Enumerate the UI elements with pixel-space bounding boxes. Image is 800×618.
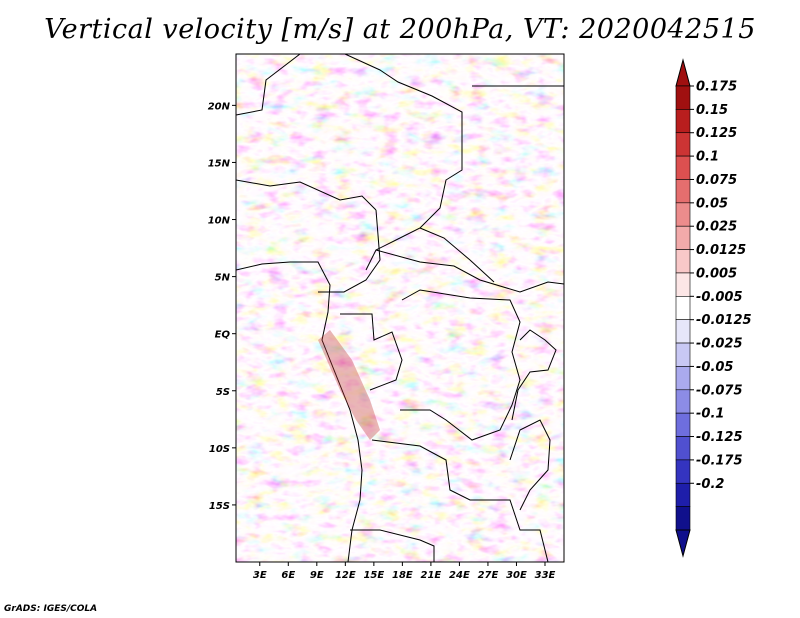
- x-tick-label: 24E: [449, 570, 470, 581]
- colorbar-label: 0.15: [696, 103, 728, 118]
- colorbar-swatch: [675, 436, 691, 461]
- colorbar-swatch: [675, 319, 691, 344]
- x-tick-label: 18E: [392, 570, 413, 581]
- colorbar-swatch: [675, 109, 691, 134]
- credit-text: GrADS: IGES/COLA: [4, 604, 98, 614]
- colorbar-label: -0.025: [696, 337, 743, 352]
- colorbar-label: -0.0125: [696, 313, 752, 328]
- x-tick-label: 6E: [281, 570, 295, 581]
- x-tick-label: 9E: [310, 570, 324, 581]
- x-tick-label: 27E: [478, 570, 499, 581]
- colorbar-label: 0.0125: [696, 243, 746, 258]
- colorbar-swatch: [675, 296, 691, 320]
- colorbar-swatch: [675, 155, 691, 180]
- y-axis: 20N 15N 10N 5N EQ 5S 10S 15S: [208, 101, 236, 512]
- colorbar-swatch: [675, 459, 691, 484]
- colorbar-swatch: [675, 272, 691, 297]
- colorbar-label: -0.1: [696, 407, 724, 422]
- colorbar-label: 0.175: [696, 80, 737, 95]
- colorbar-swatch: [675, 202, 691, 227]
- y-tick-label: 5N: [215, 273, 231, 284]
- colorbar-swatch: [675, 506, 691, 531]
- colorbar-swatch: [675, 482, 691, 507]
- colorbar-label: -0.05: [696, 360, 733, 375]
- x-axis: 3E 6E 9E 12E 15E 18E 21E 24E 27E 30E 33E: [253, 562, 556, 581]
- colorbar: 0.175 0.15 0.125 0.1 0.075 0.05 0.025 0.0125 0.0…: [675, 58, 752, 558]
- colorbar-label: 0.005: [696, 266, 737, 281]
- colorbar-label: -0.075: [696, 383, 743, 398]
- colorbar-label: -0.005: [696, 290, 743, 305]
- colorbar-label: 0.05: [696, 196, 728, 211]
- colorbar-bottom-arrow: [675, 529, 691, 558]
- y-tick-label: EQ: [215, 330, 231, 341]
- colorbar-label: -0.125: [696, 430, 743, 445]
- colorbar-label: 0.025: [696, 220, 737, 235]
- y-tick-label: 15S: [209, 501, 230, 512]
- velocity-field: [236, 54, 564, 562]
- y-tick-label: 5S: [216, 387, 230, 398]
- map-boundaries: [236, 54, 564, 562]
- colorbar-label: 0.1: [696, 150, 719, 165]
- x-tick-label: 3E: [253, 570, 267, 581]
- x-tick-label: 21E: [421, 570, 442, 581]
- colorbar-top-arrow: [675, 58, 691, 87]
- y-tick-label: 10N: [208, 216, 231, 227]
- x-tick-label: 12E: [335, 570, 356, 581]
- y-tick-label: 10S: [209, 444, 230, 455]
- x-tick-label: 15E: [363, 570, 384, 581]
- x-tick-label: 33E: [535, 570, 556, 581]
- y-tick-label: 20N: [208, 101, 231, 112]
- colorbar-swatch: [675, 342, 691, 367]
- colorbar-swatch: [675, 412, 691, 437]
- y-tick-label: 15N: [208, 158, 231, 169]
- colorbar-label: -0.175: [696, 453, 743, 468]
- colorbar-swatch: [675, 132, 691, 157]
- chart-title: Vertical velocity [m/s] at 200hPa, VT: 2…: [44, 14, 756, 45]
- colorbar-swatch: [675, 85, 691, 110]
- plot-frame: [235, 53, 565, 563]
- colorbar-label: -0.2: [696, 477, 724, 492]
- colorbar-swatch: [675, 225, 691, 250]
- colorbar-swatch: [675, 366, 691, 391]
- colorbar-label: 0.075: [696, 173, 737, 188]
- colorbar-swatch: [675, 179, 691, 204]
- colorbar-label: 0.125: [696, 126, 737, 141]
- colorbar-swatch: [675, 249, 691, 274]
- x-tick-label: 30E: [506, 570, 527, 581]
- colorbar-swatch: [675, 389, 691, 414]
